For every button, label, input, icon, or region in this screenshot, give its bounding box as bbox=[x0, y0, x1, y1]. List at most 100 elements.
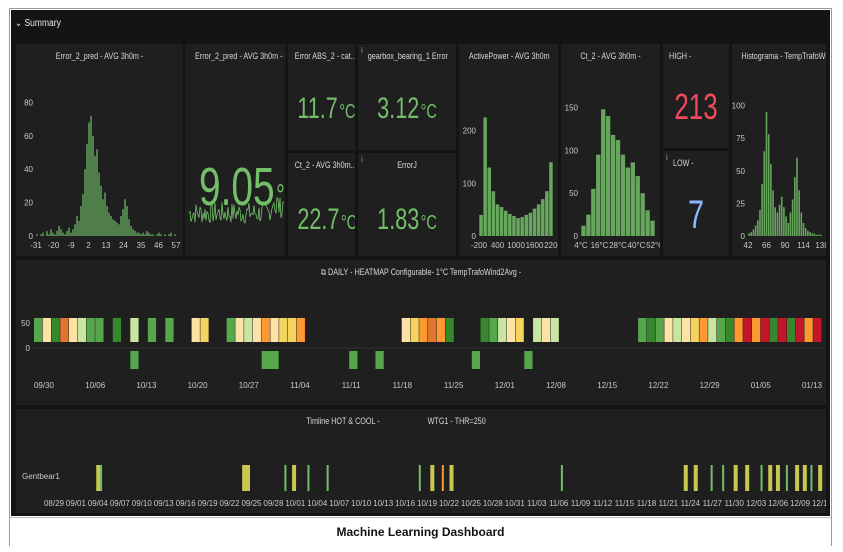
histogram-bar bbox=[58, 225, 60, 236]
histogram-bar bbox=[605, 116, 611, 236]
histogram-bar bbox=[802, 222, 805, 236]
panel-error2-histogram[interactable]: Error_2_pred - AVG 3h0m - 0 20 40 60 80 -31 -2… bbox=[16, 44, 183, 256]
stat-value: 22.7°C bbox=[297, 203, 355, 236]
histogram-bar bbox=[86, 144, 88, 236]
histogram-bar bbox=[798, 190, 800, 236]
histogram-bar bbox=[794, 177, 796, 236]
heatmap-cell bbox=[699, 318, 708, 342]
histogram-bar bbox=[60, 229, 62, 236]
figure-caption: Machine Learning Dashboard bbox=[10, 517, 831, 546]
heatmap-cell bbox=[95, 318, 104, 342]
timeline-marker bbox=[768, 465, 773, 491]
heatmap-cell bbox=[751, 318, 761, 342]
panel-link-icon[interactable]: ⧉ bbox=[320, 267, 329, 277]
panel-ct2-histogram[interactable]: Ct_2 - AVG 3h0m - 0 50 100 150 4°C 16°C 28°C 40… bbox=[561, 44, 660, 256]
heatmap-cell bbox=[515, 318, 524, 342]
panel-error-abs[interactable]: Error ABS_2 - cat... 11.7°C bbox=[288, 44, 355, 150]
x-tick-label: 12/03 bbox=[746, 499, 767, 508]
panel-title: Histograma - TempTrafoWind2... bbox=[741, 51, 826, 61]
x-tick-label: 09/01 bbox=[66, 499, 87, 508]
x-tick-label: 12/01 bbox=[495, 381, 516, 390]
x-tick-label: 90 bbox=[781, 241, 790, 250]
panel-timeline[interactable]: Timline HOT & COOL - WTG1 - THR=250 Gentb… bbox=[16, 409, 826, 513]
histogram-bar bbox=[128, 219, 130, 236]
x-tick-label: 10/13 bbox=[373, 499, 394, 508]
panel-ct2-stat[interactable]: Ct_2 - AVG 3h0m... 22.7°C bbox=[288, 153, 355, 256]
panel-title: Error ABS_2 - cat... bbox=[294, 51, 355, 61]
y-tick-label: 40 bbox=[24, 165, 33, 174]
histogram-bar bbox=[72, 229, 74, 236]
heatmap-cell bbox=[506, 318, 516, 342]
histogram-bar bbox=[650, 220, 655, 236]
x-tick-label: 10/01 bbox=[285, 499, 306, 508]
x-tick-label: 11/27 bbox=[703, 499, 723, 508]
histogram-chart: 0 50 100 150 4°C16°C28°C40°C52°C bbox=[565, 104, 660, 250]
x-tick-label: 10/06 bbox=[85, 381, 106, 390]
panel-title: ActivePower - AVG 3h0m bbox=[468, 51, 550, 61]
histogram-bar bbox=[82, 194, 84, 236]
panel-high[interactable]: HIGH - 213 bbox=[663, 44, 729, 148]
x-tick-label: 10/07 bbox=[329, 499, 350, 508]
histogram-bar bbox=[42, 232, 44, 236]
heatmap-cell bbox=[77, 318, 87, 342]
histogram-bar bbox=[748, 233, 750, 236]
x-tick-label: 52°C bbox=[646, 241, 660, 250]
histogram-bar bbox=[750, 232, 753, 236]
histogram-bar bbox=[785, 216, 787, 236]
histogram-bar bbox=[52, 232, 54, 236]
panel-error2-timeseries[interactable]: Error_2_pred - AVG 3h0m - cat... 9.05°C bbox=[185, 44, 285, 256]
histogram-bar bbox=[787, 222, 790, 236]
x-tick-label: 10/25 bbox=[461, 499, 482, 508]
heatmap-cell bbox=[279, 318, 288, 342]
histogram-bar bbox=[499, 207, 504, 236]
heatmap-cell bbox=[778, 318, 787, 342]
x-tick-label: 11/18 bbox=[393, 381, 413, 390]
panel-errorj[interactable]: i ErrorJ 1.83°C bbox=[358, 153, 456, 256]
stat-value: 1.83°C bbox=[377, 203, 437, 236]
x-tick-label: 09/22 bbox=[220, 499, 241, 508]
histogram-bar bbox=[645, 210, 650, 236]
histogram-bar bbox=[479, 214, 483, 236]
y-tick-label: 0 bbox=[574, 232, 579, 241]
x-tick-label: 66 bbox=[762, 241, 771, 250]
heatmap-cell-below bbox=[349, 351, 358, 369]
x-tick-label: 1600 bbox=[526, 241, 544, 250]
info-icon[interactable]: i bbox=[361, 155, 363, 164]
summary-row-toggle[interactable]: ⌄ Summary bbox=[15, 18, 61, 29]
histogram-bar bbox=[118, 224, 120, 236]
chevron-down-icon: ⌄ bbox=[15, 18, 23, 29]
histogram-bar bbox=[640, 193, 645, 236]
histogram-bar bbox=[536, 204, 541, 236]
histogram-bar bbox=[767, 134, 770, 236]
panel-gearbox-bearing[interactable]: i gearbox_bearing_1 Error 3.12°C bbox=[358, 44, 456, 150]
heatmap-cell bbox=[51, 318, 60, 342]
histogram-bar bbox=[581, 225, 586, 236]
panel-daily-heatmap[interactable]: ⧉ DAILY - HEATMAP Configurable- 1°C Temp… bbox=[16, 260, 826, 405]
grafana-dashboard: ⌄ Summary Error_2_pred - AVG 3h0m - 0 20 4… bbox=[11, 10, 830, 516]
histogram-bar bbox=[774, 207, 776, 236]
info-icon[interactable]: i bbox=[361, 46, 363, 55]
x-tick-label: 12/12 bbox=[812, 499, 826, 508]
panel-temptrafo-histogram[interactable]: Histograma - TempTrafoWind2... 0 25 50 75 10… bbox=[732, 44, 826, 256]
panel-low[interactable]: i LOW - 7 bbox=[663, 151, 729, 256]
histogram-bar bbox=[164, 234, 166, 236]
histogram-bar bbox=[96, 149, 98, 236]
timeline-marker bbox=[710, 465, 713, 491]
heatmap-cell bbox=[244, 318, 253, 342]
heatmap-cell bbox=[638, 318, 647, 342]
histogram-bar bbox=[64, 234, 66, 236]
info-icon[interactable]: i bbox=[666, 153, 668, 162]
panel-activepower-histogram[interactable]: ActivePower - AVG 3h0m 0 100 200 -200 400 100… bbox=[459, 44, 558, 256]
histogram-bar bbox=[142, 232, 144, 236]
histogram-bar bbox=[512, 215, 516, 236]
histogram-bar bbox=[90, 115, 92, 236]
heatmap-cell bbox=[69, 318, 78, 342]
heatmap-cell bbox=[445, 318, 454, 342]
histogram-bar bbox=[78, 220, 80, 236]
x-tick-label: 09/16 bbox=[176, 499, 197, 508]
panel-title: Timline HOT & COOL - WTG1 - THR=250 bbox=[306, 416, 486, 426]
x-tick-label: 40°C bbox=[628, 241, 646, 250]
timeline-marker bbox=[292, 465, 297, 491]
y-tick-label: 0 bbox=[29, 232, 34, 241]
